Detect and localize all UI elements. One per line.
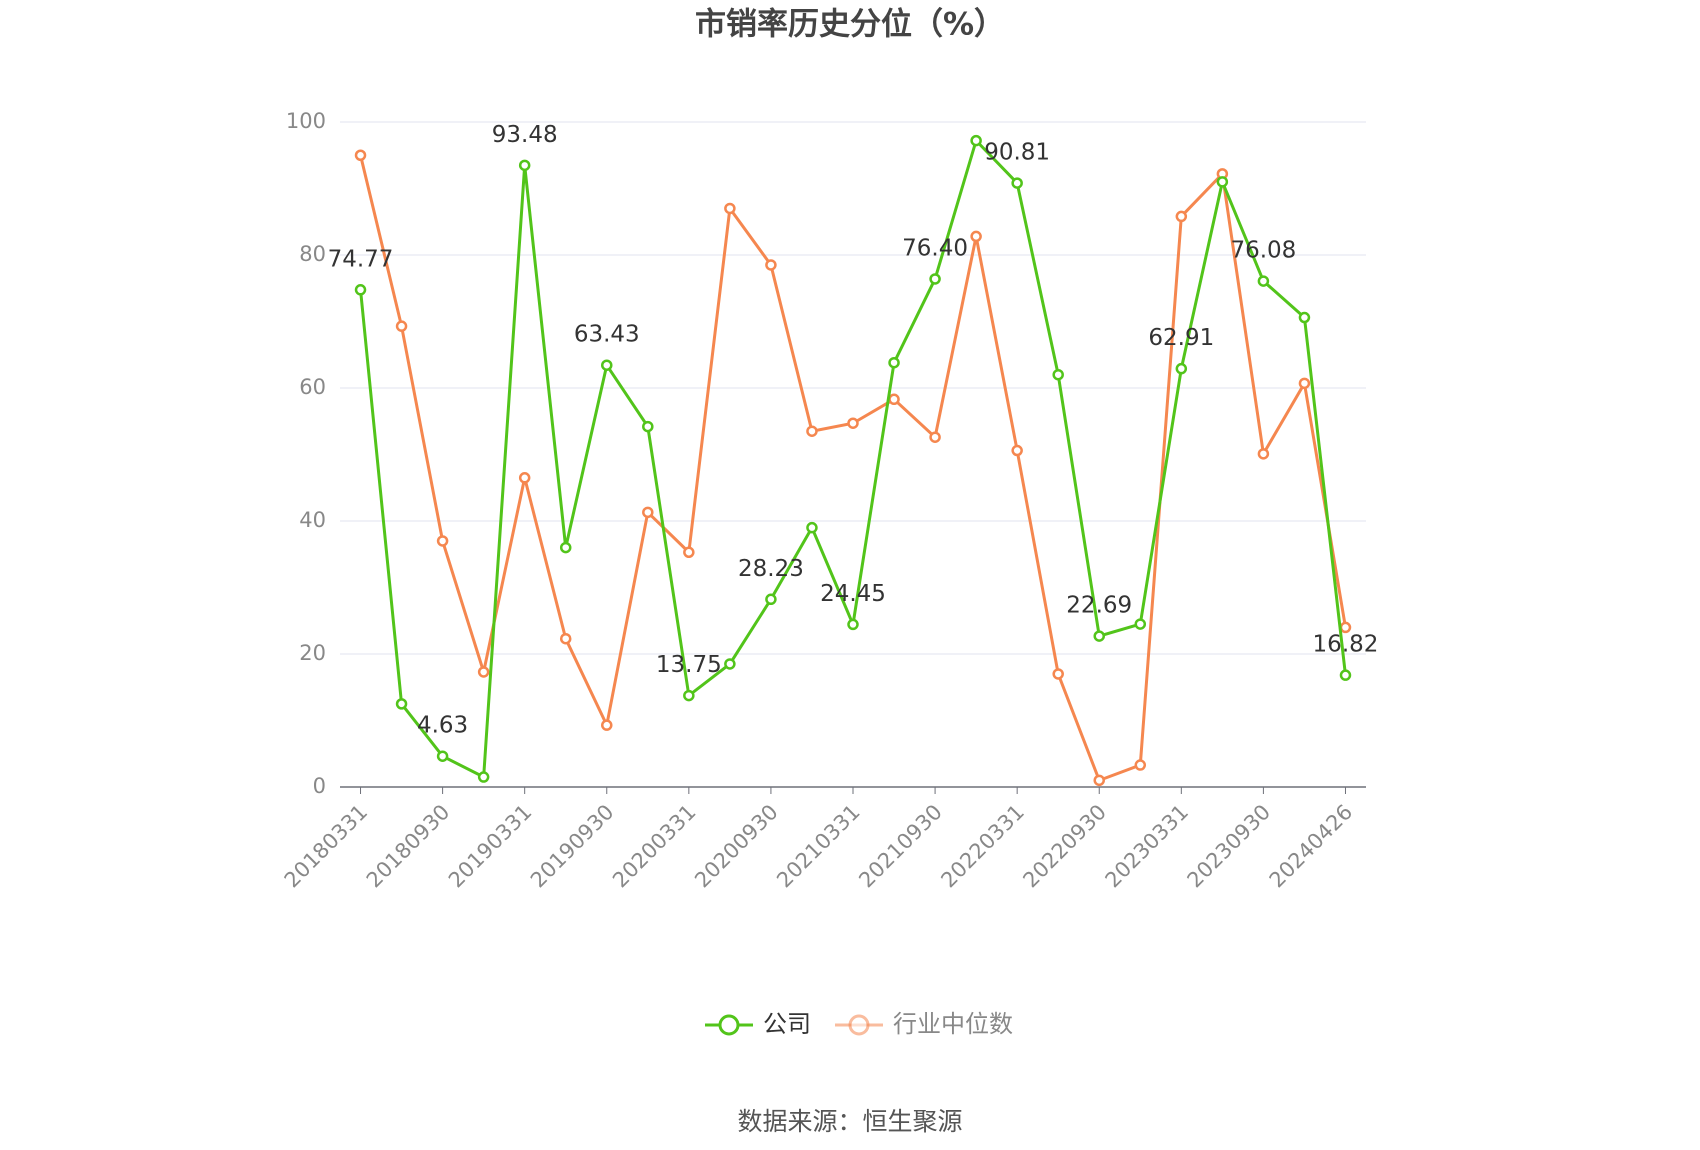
point <box>559 632 572 645</box>
point <box>765 259 777 271</box>
point <box>395 320 408 332</box>
data-label: 62.91 <box>1148 325 1214 351</box>
point <box>601 719 613 731</box>
point <box>806 521 818 534</box>
point <box>354 284 367 296</box>
point <box>1052 368 1064 381</box>
point <box>1175 210 1188 223</box>
point <box>1339 669 1352 681</box>
point <box>765 593 777 606</box>
point <box>1093 774 1105 787</box>
point <box>847 618 859 631</box>
data-label: 93.48 <box>492 122 558 148</box>
x-tick-label: 20200331 <box>608 800 701 893</box>
y-tick-label: 40 <box>299 508 326 532</box>
chart-title: 市销率历史分位（%） <box>695 7 1005 43</box>
y-tick-label: 100 <box>286 109 326 133</box>
legend-label: 公司 <box>763 1010 811 1038</box>
data-label: 16.82 <box>1313 632 1379 658</box>
point <box>559 541 572 554</box>
x-tick-label: 20180930 <box>362 800 455 893</box>
x-tick-label: 20230930 <box>1183 800 1276 893</box>
data-label: 74.77 <box>328 246 394 272</box>
point <box>1093 630 1105 642</box>
point <box>1298 377 1311 390</box>
point <box>436 535 449 547</box>
x-tick-label: 20210930 <box>854 800 947 893</box>
source: 数据来源：恒生聚源 <box>737 1107 962 1136</box>
legend-item[interactable]: 公司 <box>705 1010 811 1038</box>
point <box>1339 621 1352 634</box>
point <box>642 506 654 519</box>
legend-item[interactable]: 行业中位数 <box>835 1010 1013 1038</box>
point <box>1052 668 1064 680</box>
point <box>477 771 490 783</box>
point <box>970 134 982 147</box>
point <box>806 425 818 437</box>
data-label: 28.23 <box>738 556 804 582</box>
point <box>1134 618 1147 630</box>
legend-label: 行业中位数 <box>893 1010 1013 1038</box>
y-tick-label: 20 <box>299 641 326 665</box>
point <box>888 393 900 406</box>
point <box>601 359 613 371</box>
point <box>724 658 736 670</box>
point <box>518 472 531 484</box>
point <box>477 666 490 678</box>
point <box>354 149 367 161</box>
point <box>1298 311 1311 324</box>
x-tick-label: 20180331 <box>280 800 373 893</box>
point <box>395 698 408 710</box>
point <box>683 546 695 559</box>
series-line <box>359 137 1347 780</box>
y-tick-label: 80 <box>299 242 326 266</box>
point <box>847 417 859 429</box>
x-tick-label: 20210331 <box>772 800 865 893</box>
data-label: 76.40 <box>902 235 968 261</box>
point <box>888 356 900 369</box>
data-label: 90.81 <box>984 140 1050 166</box>
data-label: 4.63 <box>417 713 468 739</box>
point <box>1175 362 1188 375</box>
point <box>518 159 531 172</box>
data-label: 13.75 <box>656 652 722 678</box>
point <box>1011 177 1023 189</box>
data-label: 63.43 <box>574 322 640 348</box>
data-label: 22.69 <box>1066 593 1132 619</box>
x-tick-label: 20230331 <box>1101 800 1194 893</box>
x-tick-label: 20200930 <box>690 800 783 893</box>
point <box>929 431 941 443</box>
x-tick-label: 20190331 <box>444 800 537 893</box>
point <box>1257 448 1270 460</box>
series-line <box>359 154 1347 783</box>
x-tick-label: 20220331 <box>936 800 1029 893</box>
legend-marker <box>718 1014 740 1036</box>
point <box>1134 759 1147 771</box>
point <box>1257 275 1270 287</box>
point <box>683 689 695 702</box>
data-label: 24.45 <box>820 581 886 607</box>
y-tick-label: 60 <box>299 375 326 399</box>
x-tick-label: 20240426 <box>1265 800 1358 893</box>
point <box>642 420 654 433</box>
point <box>1216 176 1229 188</box>
x-tick-label: 20220930 <box>1018 800 1111 893</box>
point <box>1011 444 1023 457</box>
x-tick-label: 20190930 <box>526 800 619 893</box>
point <box>970 230 982 243</box>
legend-marker <box>848 1014 870 1036</box>
point <box>929 273 941 285</box>
data-label: 76.08 <box>1230 238 1296 264</box>
y-tick-label: 0 <box>313 774 326 798</box>
point <box>436 750 449 762</box>
point <box>724 202 736 215</box>
